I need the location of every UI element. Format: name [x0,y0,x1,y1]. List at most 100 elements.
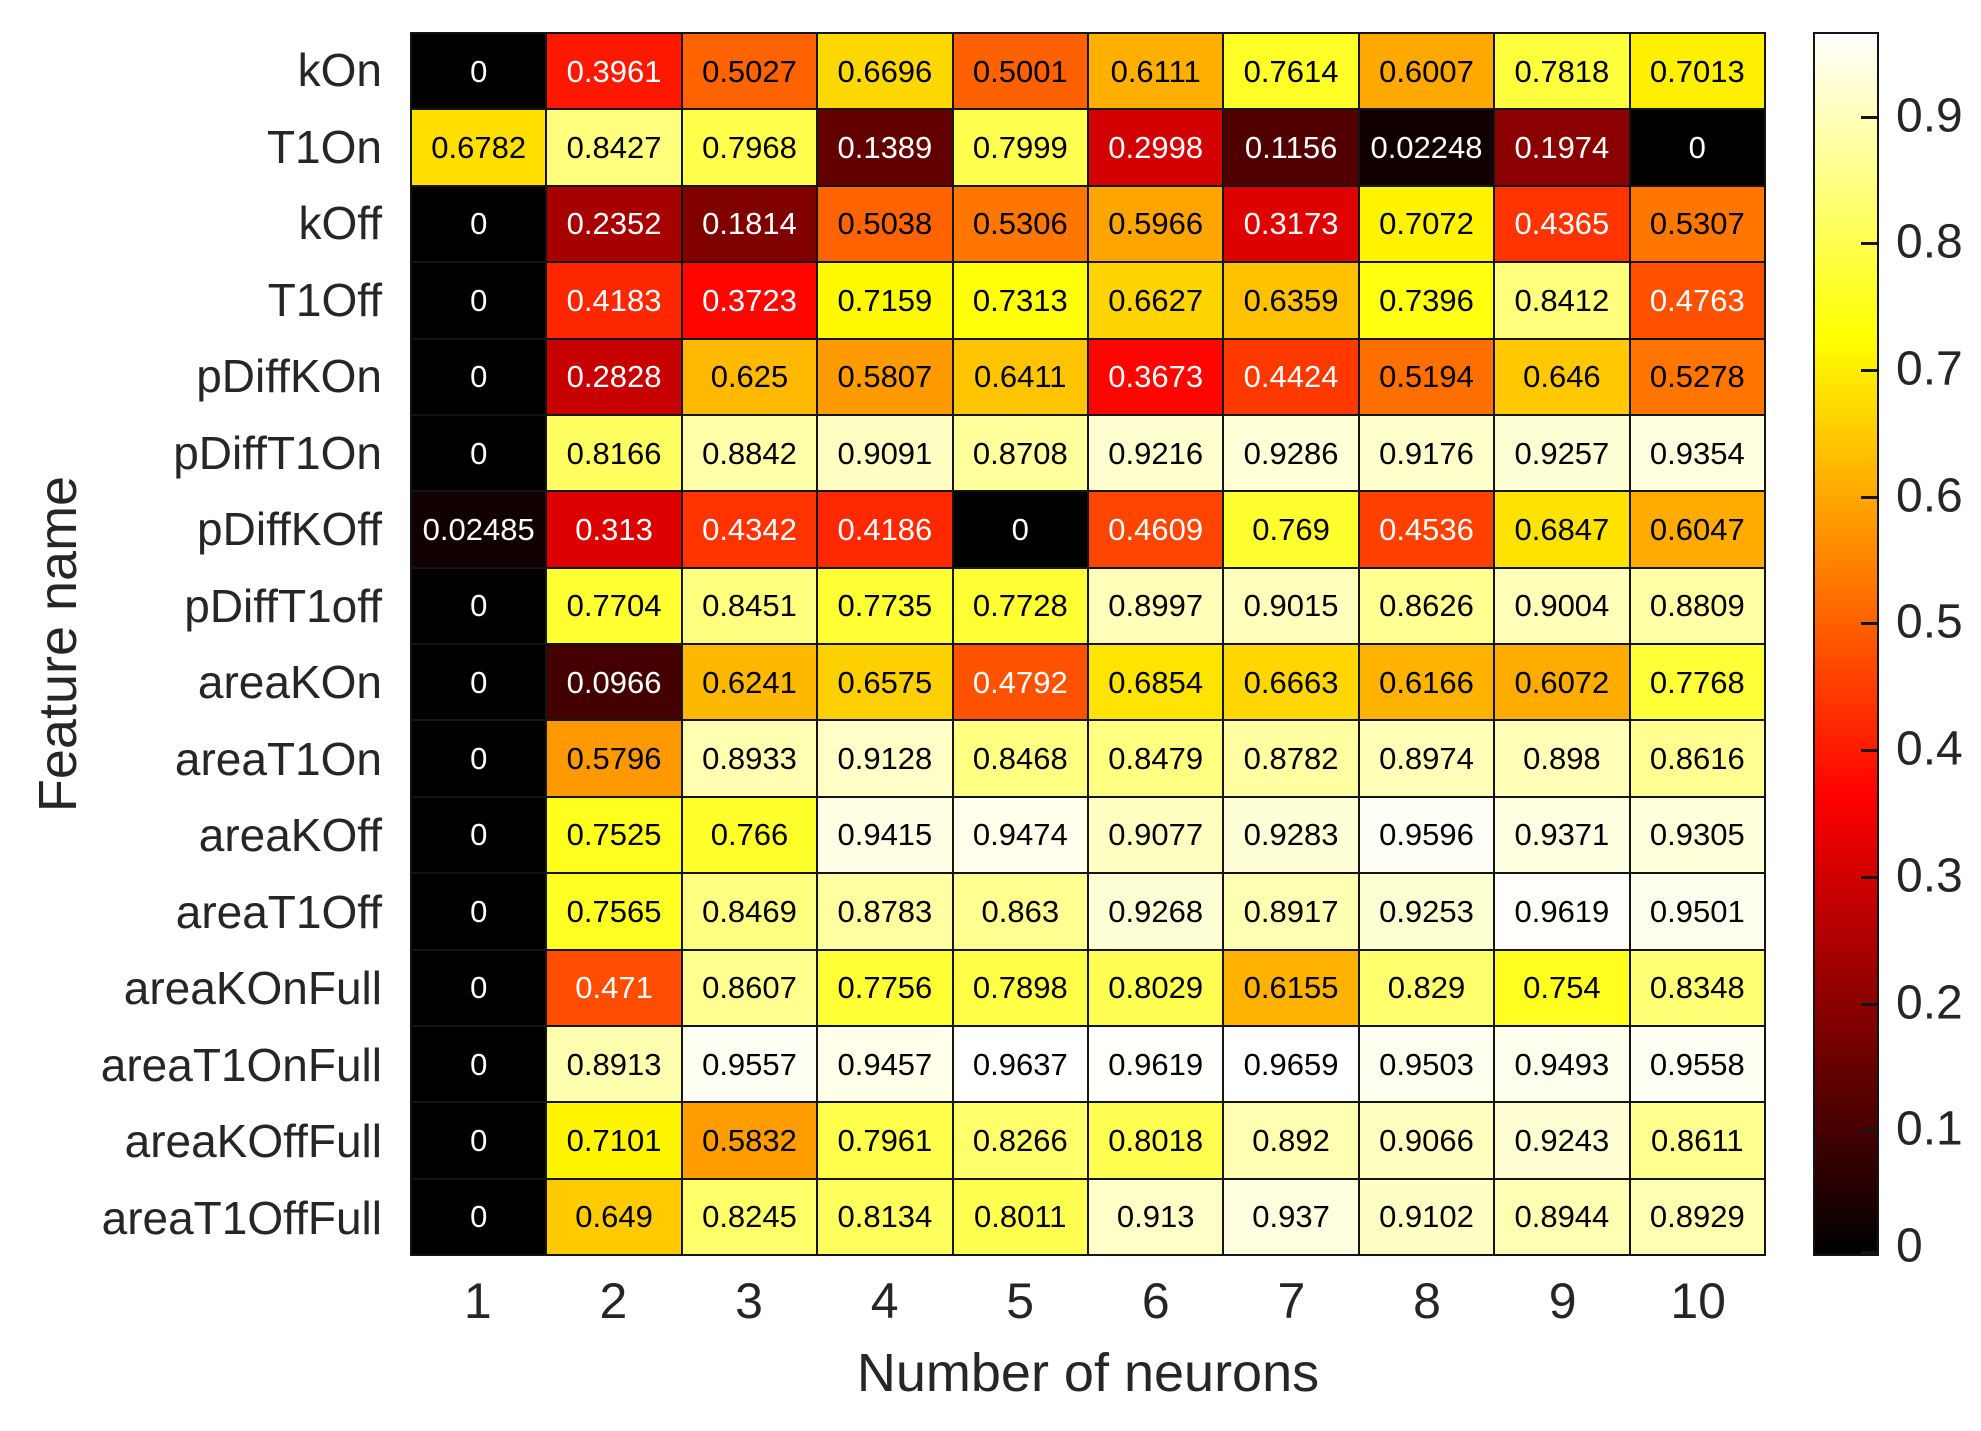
heatmap-cell: 0.2998 [1088,110,1223,185]
colorbar-tick [1861,749,1877,753]
heatmap-cell: 0.649 [547,1179,681,1254]
heatmap-cell: 0.863 [953,874,1087,949]
heatmap-cell: 0 [412,339,546,414]
row-label: areaKOff [198,809,382,862]
heatmap-cell: 0.8782 [1224,721,1358,796]
heatmap-cell: 0.646 [1495,339,1629,414]
heatmap-cell: 0.2828 [547,339,681,414]
heatmap-cell: 0.4365 [1495,186,1629,262]
heatmap-cell: 0.8469 [682,874,817,949]
heatmap-cell: 0.9596 [1359,797,1494,873]
heatmap-cell: 0.9077 [1088,797,1223,873]
heatmap-cell: 0.9659 [1224,1026,1358,1102]
heatmap-cell: 0 [412,797,546,873]
heatmap-cell: 0 [412,721,546,796]
heatmap-cell: 0.7756 [818,950,952,1025]
heatmap-cell: 0.7396 [1359,263,1494,338]
heatmap-cell: 0 [412,415,546,491]
heatmap-cell: 0.8611 [1630,1103,1764,1178]
heatmap-cell: 0.5194 [1359,339,1494,414]
heatmap-cell: 0.9286 [1224,415,1358,491]
heatmap-cell: 0.8412 [1495,263,1629,338]
x-tick-label: 7 [1277,1273,1306,1329]
heatmap-cell: 0.9558 [1630,1026,1764,1102]
heatmap-cell: 0.8809 [1630,568,1764,643]
heatmap-cell: 0.1974 [1495,110,1629,185]
heatmap-cell: 0.4424 [1224,339,1358,414]
heatmap-cell: 0.769 [1224,492,1358,567]
heatmap-cell: 0 [412,263,546,338]
heatmap-cell: 0 [412,1026,546,1102]
heatmap-cell: 0.9091 [818,415,952,491]
heatmap-cell: 0 [412,34,546,109]
heatmap-cell: 0.7565 [547,874,681,949]
colorbar-tick-label: 0.1 [1896,1102,1963,1156]
heatmap-cell: 0.4792 [953,645,1087,720]
heatmap-cell: 0.9257 [1495,415,1629,491]
row-label: kOff [298,197,382,250]
heatmap-cell: 0.7072 [1359,186,1494,262]
heatmap-cell: 0.471 [547,950,681,1025]
heatmap-cell: 0.02248 [1359,110,1494,185]
colorbar-tick [1861,1002,1877,1006]
x-tick-label: 1 [463,1273,492,1329]
heatmap-cell: 0.5038 [818,186,952,262]
colorbar [1813,32,1879,1256]
heatmap-cell: 0.892 [1224,1103,1358,1178]
heatmap-cell: 0.9415 [818,797,952,873]
colorbar-tick-label: 0.8 [1896,215,1963,269]
heatmap-cell: 0.7961 [818,1103,952,1178]
x-tick-label: 8 [1413,1273,1441,1329]
row-label: T1Off [267,273,382,326]
heatmap-cell: 0.8018 [1088,1103,1223,1178]
heatmap-cell: 0.8933 [682,721,817,796]
heatmap-cell: 0.9253 [1359,874,1494,949]
heatmap-cell: 0.6047 [1630,492,1764,567]
heatmap-cell: 0.766 [682,797,817,873]
row-label: pDiffT1off [184,579,382,632]
heatmap-cell: 0 [412,645,546,720]
row-label: areaKOffFull [124,1115,382,1168]
heatmap-cell: 0.1389 [818,110,952,185]
x-tick-label: 9 [1548,1273,1577,1329]
heatmap-cell: 0.6241 [682,645,817,720]
heatmap-cell: 0.9015 [1224,568,1358,643]
heatmap-cell: 0.5307 [1630,186,1764,262]
heatmap-cell: 0.1814 [682,186,817,262]
x-axis-label: Number of neurons [856,1343,1320,1403]
colorbar-tick [1861,622,1877,626]
heatmap-cell: 0.9493 [1495,1026,1629,1102]
heatmap-cell: 0.4342 [682,492,817,567]
heatmap-cell: 0.8029 [1088,950,1223,1025]
heatmap-cell: 0.8913 [547,1026,681,1102]
heatmap-cell: 0.9371 [1495,797,1629,873]
row-label: pDiffT1On [173,426,382,479]
heatmap-cell: 0.9066 [1359,1103,1494,1178]
heatmap-cell: 0.8997 [1088,568,1223,643]
heatmap-cell: 0.3723 [682,263,817,338]
heatmap-cell: 0.9619 [1495,874,1629,949]
heatmap-cell: 0.7818 [1495,34,1629,109]
row-label: T1On [266,120,382,173]
x-ticks-row: 1 2 3 4 5 6 7 8 9 10 [410,1268,1766,1334]
heatmap-cell: 0.5278 [1630,339,1764,414]
heatmap-cell: 0.4183 [547,263,681,338]
heatmap-cell: 0.6359 [1224,263,1358,338]
heatmap-cell: 0.625 [682,339,817,414]
heatmap-cell: 0.8427 [547,110,681,185]
heatmap-cell: 0.6627 [1088,263,1223,338]
colorbar-tick-label: 0.5 [1896,595,1963,649]
heatmap-cell: 0.8451 [682,568,817,643]
row-label: kOn [297,44,382,97]
heatmap-cell: 0.8134 [818,1179,952,1254]
heatmap-cell: 0.5807 [818,339,952,414]
heatmap-cell: 0.4763 [1630,263,1764,338]
heatmap-cell: 0.6411 [953,339,1087,414]
heatmap-cell: 0.7968 [682,110,817,185]
heatmap-cell: 0.7704 [547,568,681,643]
heatmap-cell: 0 [412,950,546,1025]
x-tick-label: 6 [1141,1273,1170,1329]
heatmap-cell: 0.937 [1224,1179,1358,1254]
heatmap-cell: 0.9102 [1359,1179,1494,1254]
heatmap-cell: 0.6007 [1359,34,1494,109]
